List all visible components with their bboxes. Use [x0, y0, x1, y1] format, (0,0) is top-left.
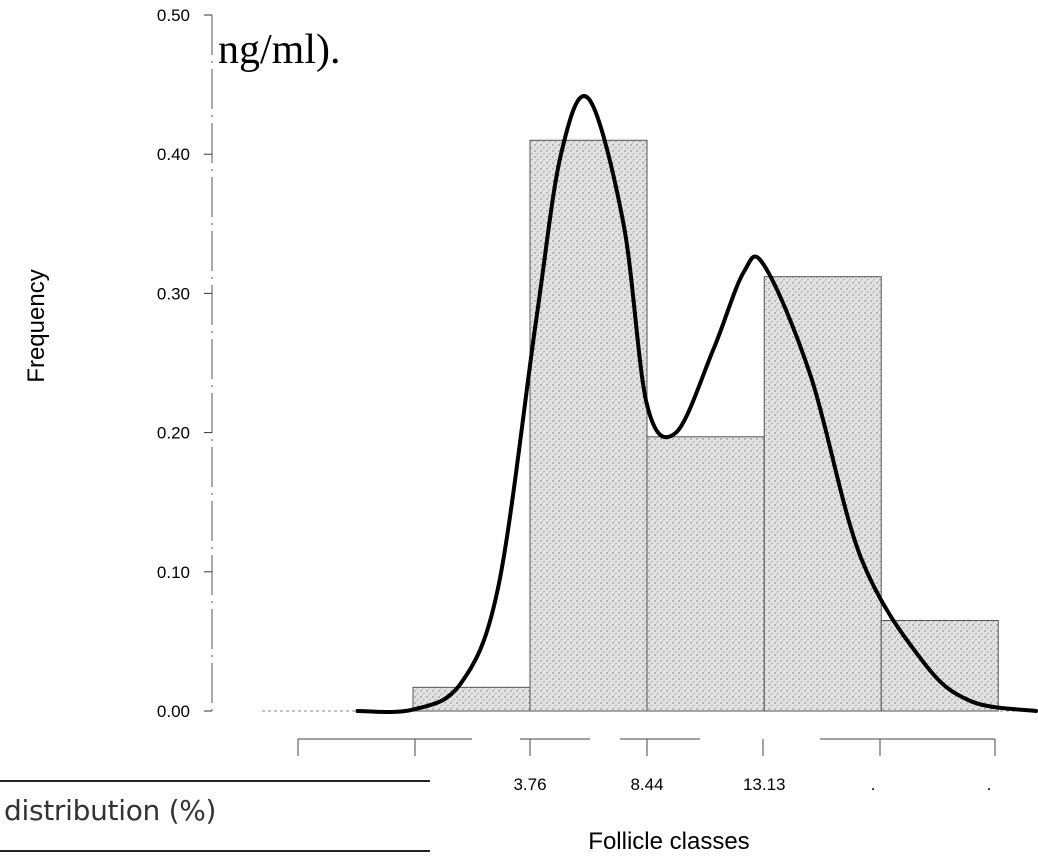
histogram-bar — [646, 436, 765, 712]
density-curve-layer — [355, 94, 1038, 715]
table-fragment: distribution (%) — [0, 778, 430, 858]
histogram-bar — [763, 276, 882, 712]
y-tick-label: 0.50 — [157, 6, 190, 25]
y-tick-label: 0.00 — [157, 702, 190, 721]
x-tick-label: . — [871, 775, 876, 794]
x-axis-title: Follicle classes — [588, 828, 749, 855]
y-axis-title: Frequency — [23, 269, 50, 382]
y-tick-label: 0.30 — [157, 284, 190, 303]
title-fragment-units: ng/ml). — [218, 27, 341, 73]
x-tick-label: 13.13 — [743, 775, 786, 794]
histogram-bar — [412, 686, 531, 712]
x-axis: 3.76 8.44 13.13.. — [297, 738, 996, 794]
y-tick-label: 0.40 — [157, 145, 190, 164]
histogram-bar — [880, 620, 999, 712]
y-tick-label: 0.20 — [157, 424, 190, 443]
histogram-bars — [412, 139, 999, 712]
x-tick-label: 8.44 — [630, 775, 663, 794]
density-curve — [355, 94, 1038, 715]
table-bottom-rule — [0, 850, 430, 852]
table-header-cell: distribution (%) — [4, 794, 217, 827]
x-tick-label: . — [987, 775, 992, 794]
table-top-rule — [0, 780, 430, 782]
y-tick-label: 0.10 — [157, 563, 190, 582]
x-tick-label: 3.76 — [513, 775, 546, 794]
